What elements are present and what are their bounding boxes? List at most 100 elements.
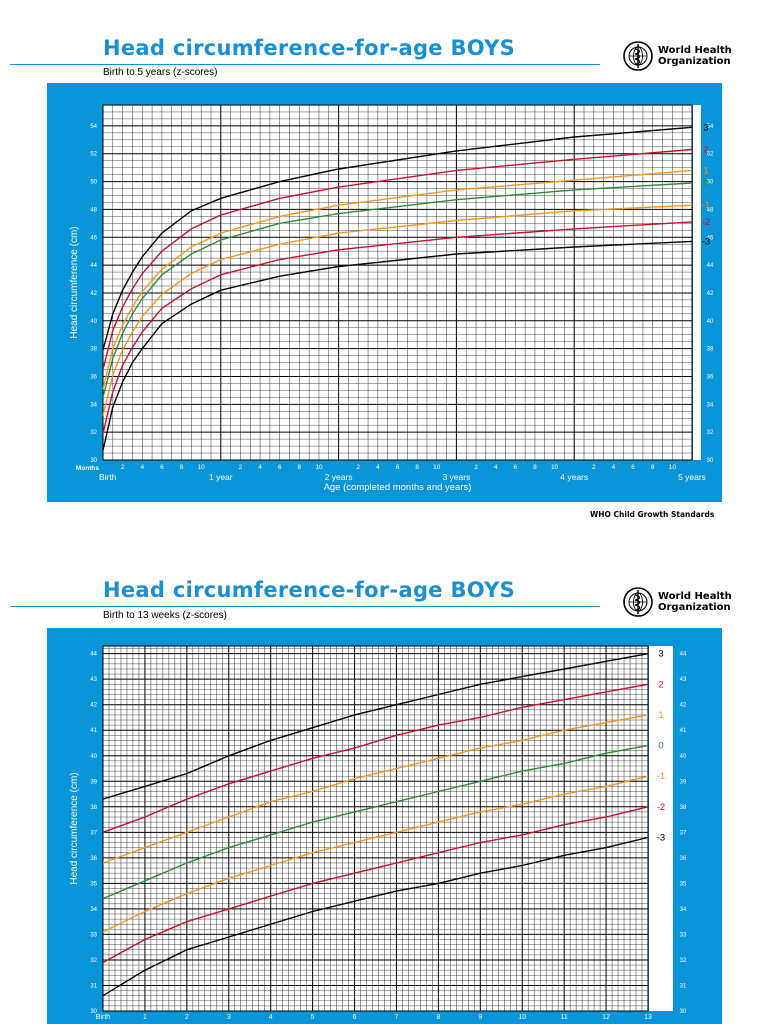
y-tick-label-left: 46 — [90, 235, 97, 241]
y-tick-label-left: 38 — [90, 347, 97, 353]
x-minor-tick-label: 4 — [494, 464, 498, 471]
y-tick-label-left: 32 — [90, 430, 97, 436]
series-label-z2: 2 — [703, 145, 708, 156]
y-tick-label-right: 44 — [707, 263, 714, 269]
x-minor-tick-label: 2 — [474, 464, 478, 471]
y-tick-label-left: 32 — [90, 958, 97, 964]
y-tick-label-left: 42 — [90, 703, 97, 709]
x-minor-tick-label: 6 — [160, 464, 164, 471]
x-minor-tick-label: 8 — [298, 464, 302, 471]
y-tick-label-right: 48 — [707, 207, 714, 213]
series-line-z-2 — [102, 806, 649, 964]
y-tick-label-right: 36 — [680, 856, 687, 862]
x-minor-tick-label: 6 — [513, 464, 517, 471]
x-minor-tick-label: 2 — [121, 464, 125, 471]
y-tick-label-right: 46 — [707, 235, 714, 241]
series-label-z2: 2 — [658, 679, 663, 690]
y-tick-label-right: 40 — [680, 754, 687, 760]
chart2-title-rule — [10, 606, 600, 607]
series-label-z-1: -1 — [657, 771, 665, 782]
y-tick-label-left: 38 — [90, 805, 97, 811]
series-line-z1 — [102, 714, 649, 864]
series-line-z0 — [102, 744, 649, 900]
series-line-z3 — [102, 653, 649, 800]
x-minor-tick-label: 10 — [315, 464, 323, 471]
y-tick-label-right: 31 — [680, 983, 687, 989]
months-label: Months — [76, 465, 99, 472]
series-label-z3: 3 — [658, 649, 663, 660]
x-minor-tick-label: 4 — [376, 464, 380, 471]
y-tick-label-right: 34 — [707, 402, 714, 408]
x-minor-tick-label: 4 — [258, 464, 262, 471]
chart2-subtitle: Birth to 13 weeks (z-scores) — [103, 610, 227, 621]
zscore-label-strip — [649, 646, 673, 1011]
x-minor-tick-label: 10 — [669, 464, 677, 471]
x-tick-label: 5 — [311, 1014, 315, 1021]
x-minor-tick-label: 6 — [396, 464, 400, 471]
series-line-z-2 — [102, 221, 693, 434]
series-line-z1 — [102, 169, 693, 390]
y-tick-label-left: 41 — [90, 728, 97, 734]
x-year-label: Birth — [99, 472, 117, 482]
series-label-z-2: -2 — [702, 217, 710, 228]
y-tick-label-left: 44 — [90, 263, 97, 269]
y-tick-label-right: 32 — [707, 430, 714, 436]
x-minor-tick-label: 6 — [631, 464, 635, 471]
y-tick-label-right: 43 — [680, 677, 687, 683]
who-emblem-icon — [623, 41, 653, 71]
y-tick-label-right: 40 — [707, 319, 714, 325]
x-tick-label: Birth — [96, 1014, 111, 1021]
x-year-label: 2 years — [325, 472, 353, 482]
y-tick-label-right: 38 — [707, 347, 714, 353]
y-tick-label-left: 40 — [90, 754, 97, 760]
series-label-z1: 1 — [703, 165, 708, 176]
series-label-z-1: -1 — [702, 200, 710, 211]
chart2-title: Head circumference-for-age BOYS — [103, 578, 516, 602]
y-tick-label-right: 54 — [707, 124, 714, 130]
series-line-z-3 — [102, 240, 693, 451]
y-tick-label-right: 52 — [707, 152, 714, 158]
y-tick-label-left: 30 — [90, 458, 97, 464]
chart1-title-rule — [10, 64, 600, 65]
x-minor-tick-label: 8 — [651, 464, 655, 471]
y-tick-label-left: 37 — [90, 830, 97, 836]
y-tick-label-right: 30 — [680, 1009, 687, 1015]
y-tick-label-right: 44 — [680, 652, 687, 658]
y-axis-title: Head circumference (cm) — [69, 226, 80, 338]
y-tick-label-right: 35 — [680, 881, 687, 887]
plot-area — [103, 646, 648, 1011]
x-minor-tick-label: 8 — [180, 464, 184, 471]
y-tick-label-left: 42 — [90, 291, 97, 297]
x-tick-label: 12 — [602, 1014, 610, 1021]
x-minor-tick-label: 4 — [140, 464, 144, 471]
series-line-z3 — [102, 126, 693, 351]
y-tick-label-right: 30 — [707, 458, 714, 464]
y-tick-label-left: 44 — [90, 652, 97, 658]
series-label-z-2: -2 — [657, 802, 665, 813]
y-tick-label-right: 50 — [707, 180, 714, 186]
y-tick-label-left: 39 — [90, 779, 97, 785]
x-tick-label: 3 — [227, 1014, 231, 1021]
x-minor-tick-label: 8 — [415, 464, 419, 471]
who-emblem-icon — [623, 587, 653, 617]
series-line-z-1 — [102, 204, 693, 416]
x-year-label: 3 years — [442, 472, 470, 482]
x-minor-tick-label: 2 — [356, 464, 360, 471]
y-tick-label-left: 34 — [90, 402, 97, 408]
y-tick-label-left: 43 — [90, 677, 97, 683]
chart1-panel: 30 30 32 32 34 34 36 36 38 38 40 40 42 42 44 44 46 46 48 48… — [47, 83, 722, 502]
x-minor-tick-label: 6 — [278, 464, 282, 471]
x-minor-tick-label: 2 — [592, 464, 596, 471]
x-year-label: 4 years — [560, 472, 588, 482]
y-tick-label-right: 34 — [680, 907, 687, 913]
who-logo-2: World Health Organization — [622, 586, 732, 618]
zscore-label-strip — [693, 105, 701, 460]
who-logo-1: World Health Organization — [622, 40, 732, 72]
x-tick-label: 2 — [185, 1014, 189, 1021]
x-minor-tick-label: 10 — [198, 464, 206, 471]
who-line1: World Health — [658, 591, 732, 602]
x-minor-tick-label: 4 — [612, 464, 616, 471]
series-line-z2 — [102, 148, 693, 370]
chart1-subtitle: Birth to 5 years (z-scores) — [103, 67, 218, 78]
